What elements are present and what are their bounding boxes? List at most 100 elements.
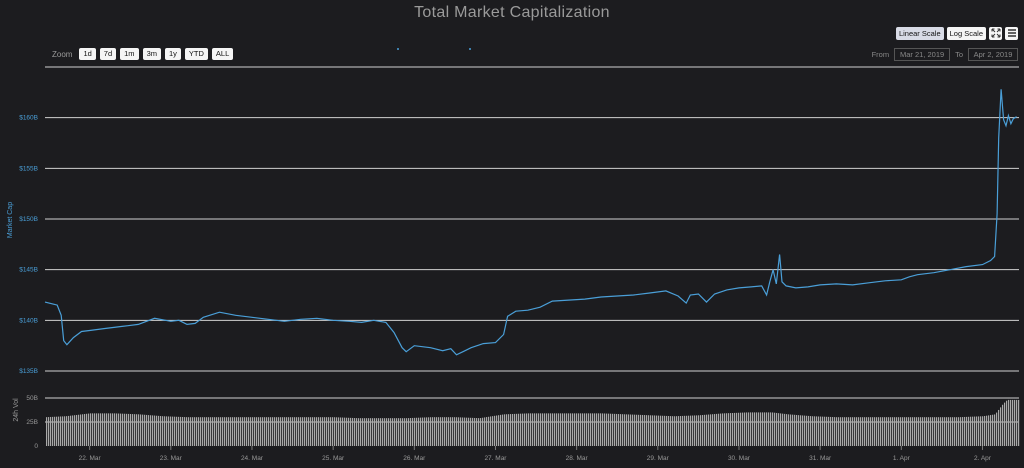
- volume-bar: [828, 416, 830, 446]
- volume-bar: [852, 417, 854, 446]
- volume-bar: [424, 417, 426, 446]
- x-tick-label: 1. Apr: [893, 455, 911, 462]
- volume-bar: [770, 412, 772, 446]
- volume-bar: [902, 417, 904, 446]
- to-label: To: [955, 49, 963, 59]
- volume-bar: [750, 412, 752, 446]
- volume-bar: [322, 417, 324, 446]
- volume-bar: [468, 417, 470, 446]
- volume-bar: [194, 417, 196, 446]
- volume-bar: [714, 414, 716, 446]
- volume-bar: [816, 416, 818, 446]
- volume-bar: [48, 417, 50, 446]
- volume-bar: [228, 417, 230, 446]
- volume-bar: [186, 417, 188, 446]
- volume-bar: [516, 413, 518, 446]
- volume-bar: [824, 416, 826, 446]
- log-scale-button[interactable]: Log Scale: [946, 26, 986, 40]
- volume-bar: [676, 416, 678, 446]
- to-date-input[interactable]: Apr 2, 2019: [968, 47, 1018, 61]
- volume-bar: [786, 414, 788, 446]
- volume-bar: [506, 414, 508, 446]
- from-label: From: [871, 49, 890, 59]
- volume-bar: [270, 417, 272, 446]
- volume-bar: [330, 417, 332, 446]
- volume-bar: [238, 417, 240, 446]
- volume-bar: [570, 413, 572, 446]
- volume-bar: [794, 414, 796, 446]
- volume-bar: [688, 415, 690, 446]
- volume-bar: [1010, 399, 1012, 446]
- volume-bar: [544, 413, 546, 446]
- volume-bar: [50, 416, 52, 446]
- volume-bar: [798, 415, 800, 446]
- volume-bar: [646, 415, 648, 446]
- zoom-button-1y[interactable]: 1y: [164, 48, 181, 60]
- volume-bar: [1002, 404, 1004, 446]
- volume-bar: [298, 417, 300, 446]
- volume-bar: [908, 417, 910, 446]
- volume-bar: [722, 413, 724, 446]
- zoom-button-all[interactable]: ALL: [211, 48, 234, 60]
- zoom-button-1m[interactable]: 1m: [120, 48, 139, 60]
- volume-bar: [810, 416, 812, 446]
- volume-bar: [618, 414, 620, 446]
- main-y-axis: $135B $140B $145B $150B $155B $160B: [19, 115, 38, 375]
- volume-bar: [734, 412, 736, 446]
- volume-bar: [116, 413, 118, 446]
- volume-bar: [892, 417, 894, 446]
- volume-bar: [708, 414, 710, 446]
- volume-bar: [554, 413, 556, 446]
- zoom-button-1d[interactable]: 1d: [79, 48, 96, 60]
- volume-bar: [978, 416, 980, 446]
- x-tick-label: 30. Mar: [728, 455, 751, 462]
- volume-bar: [956, 417, 958, 446]
- volume-bar: [376, 418, 378, 446]
- zoom-button-3m[interactable]: 3m: [142, 48, 161, 60]
- volume-bar: [684, 415, 686, 446]
- volume-bar: [306, 417, 308, 446]
- volume-bar: [728, 413, 730, 446]
- volume-bar: [876, 417, 878, 446]
- volume-bar: [736, 412, 738, 446]
- volume-bar: [112, 413, 114, 446]
- from-date-input[interactable]: Mar 21, 2019: [894, 47, 951, 61]
- volume-bar: [100, 413, 102, 446]
- volume-bar: [858, 417, 860, 446]
- volume-bar: [942, 417, 944, 446]
- fullscreen-button[interactable]: [989, 26, 1002, 40]
- volume-bar: [970, 416, 972, 446]
- menu-button[interactable]: [1005, 26, 1018, 40]
- volume-bar: [340, 417, 342, 446]
- volume-bar: [780, 413, 782, 446]
- navigator-handle-right[interactable]: [469, 48, 471, 50]
- volume-bar: [740, 412, 742, 446]
- navigator-handle-left[interactable]: [397, 48, 399, 50]
- volume-bar: [496, 415, 498, 446]
- zoom-button-7d[interactable]: 7d: [99, 48, 117, 60]
- volume-bar: [414, 417, 416, 446]
- volume-bar: [448, 417, 450, 446]
- volume-bar: [642, 414, 644, 446]
- volume-bar: [950, 417, 952, 446]
- volume-bar: [874, 417, 876, 446]
- market-cap-line[interactable]: [44, 89, 1017, 356]
- zoom-toolbar: Zoom 1d 7d 1m 3m 1y YTD ALL: [52, 47, 234, 61]
- volume-bar: [520, 413, 522, 446]
- volume-bar: [314, 417, 316, 446]
- volume-bar: [386, 418, 388, 446]
- zoom-button-ytd[interactable]: YTD: [184, 48, 208, 60]
- volume-bar: [962, 417, 964, 446]
- volume-bar: [152, 415, 154, 446]
- volume-y-tick-label: 50B: [26, 395, 38, 402]
- volume-bar: [178, 416, 180, 446]
- volume-bar: [256, 417, 258, 446]
- volume-bar: [612, 413, 614, 446]
- volume-bar: [622, 414, 624, 446]
- linear-scale-button[interactable]: Linear Scale: [895, 26, 944, 40]
- volume-bar: [358, 418, 360, 446]
- volume-bar: [600, 413, 602, 446]
- volume-bar: [894, 417, 896, 446]
- volume-bar: [444, 417, 446, 446]
- volume-bar: [986, 415, 988, 446]
